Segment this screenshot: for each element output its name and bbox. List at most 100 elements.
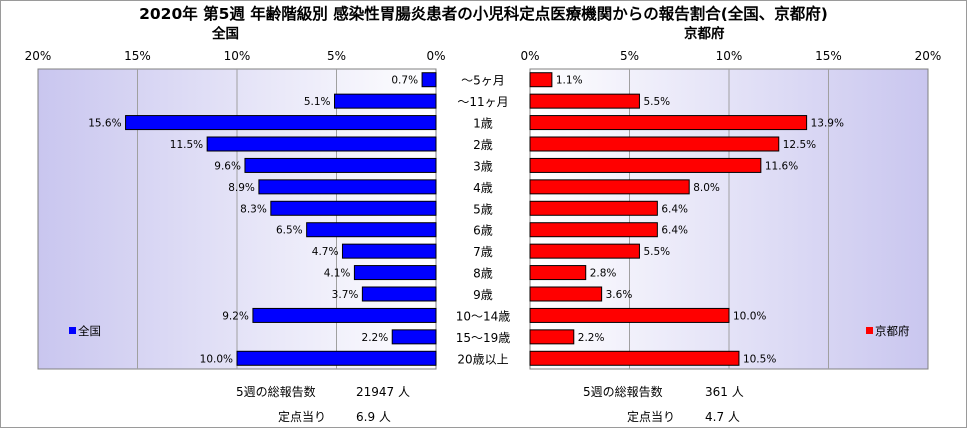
right-bar [529, 93, 640, 109]
left-bar [236, 350, 437, 366]
left-bar [341, 243, 437, 259]
right-bar [529, 179, 690, 195]
right-bar [529, 350, 740, 366]
right-bar [529, 200, 658, 216]
right-per-site-unit: 人 [727, 410, 740, 424]
left-bar [125, 115, 437, 131]
category-label: ～5ヶ月 [461, 74, 505, 88]
category-label: 9歳 [473, 288, 493, 302]
left-data-label: 4.1% [324, 268, 351, 280]
right-legend-label: 京都府 [875, 324, 910, 338]
right-data-label: 10.5% [743, 353, 776, 365]
right-per-site-value: 4.7 [705, 410, 725, 424]
left-data-label: 9.6% [214, 160, 241, 172]
left-tick-label: 20% [25, 49, 52, 63]
right-bar [529, 265, 587, 281]
left-bar [244, 157, 437, 173]
left-bar [258, 179, 437, 195]
category-label: 4歳 [473, 181, 493, 195]
left-bar [421, 72, 437, 88]
right-total-unit: 人 [731, 385, 744, 399]
left-bar [306, 222, 437, 238]
left-data-label: 2.2% [362, 332, 389, 344]
right-tick-label: 15% [815, 49, 842, 63]
right-bar [529, 115, 808, 131]
category-label: 5歳 [473, 202, 493, 216]
right-bar [529, 72, 553, 88]
right-bar [529, 222, 658, 238]
right-tick-label: 0% [520, 49, 539, 63]
right-data-label: 13.9% [811, 118, 844, 130]
left-tick-label: 10% [224, 49, 251, 63]
right-data-label: 11.6% [765, 160, 798, 172]
left-total-value: 21947 [356, 385, 395, 399]
category-label: 2歳 [473, 138, 493, 152]
chart-title: 2020年 第5週 年齢階級別 感染性胃腸炎患者の小児科定点医療機関からの報告割… [139, 5, 828, 23]
category-label: 15～19歳 [456, 331, 511, 345]
right-data-label: 6.4% [661, 225, 688, 237]
category-label: 7歳 [473, 245, 493, 259]
right-bar [529, 243, 640, 259]
left-legend-label: 全国 [78, 324, 101, 338]
left-data-label: 11.5% [170, 139, 203, 151]
right-data-label: 2.2% [578, 332, 605, 344]
left-bar [391, 329, 437, 345]
category-label: 8歳 [473, 267, 493, 281]
right-per-site-label: 定点当り [627, 410, 676, 424]
category-label: 20歳以上 [457, 352, 508, 366]
category-label: 3歳 [473, 159, 493, 173]
left-data-label: 15.6% [88, 118, 121, 130]
right-data-label: 2.8% [590, 268, 617, 280]
left-data-label: 8.3% [240, 203, 267, 215]
left-data-label: 9.2% [222, 310, 249, 322]
left-total-unit: 人 [398, 385, 411, 399]
left-data-label: 8.9% [228, 182, 255, 194]
right-legend-swatch [866, 327, 873, 334]
category-label: 1歳 [473, 117, 493, 131]
left-data-label: 10.0% [200, 353, 233, 365]
left-data-label: 0.7% [391, 75, 418, 87]
right-tick-label: 10% [716, 49, 743, 63]
left-data-label: 3.7% [332, 289, 359, 301]
left-panel-title: 全国 [212, 26, 239, 42]
left-bar [206, 136, 437, 152]
right-bar [529, 307, 730, 323]
right-data-label: 8.0% [693, 182, 720, 194]
left-per-site-unit: 人 [378, 410, 391, 424]
right-bar [529, 286, 603, 302]
right-data-label: 5.5% [643, 96, 670, 108]
right-total-value: 361 [705, 385, 728, 399]
left-total-label: 5週の総報告数 [236, 385, 316, 399]
left-data-label: 5.1% [304, 96, 331, 108]
right-data-label: 1.1% [556, 75, 583, 87]
right-data-label: 3.6% [606, 289, 633, 301]
left-data-label: 4.7% [312, 246, 339, 258]
right-bar [529, 157, 762, 173]
right-total-label: 5週の総報告数 [583, 385, 663, 399]
left-per-site-label: 定点当り [278, 410, 327, 424]
right-data-label: 5.5% [643, 246, 670, 258]
right-data-label: 12.5% [783, 139, 816, 151]
left-bar [334, 93, 437, 109]
right-tick-label: 20% [915, 49, 942, 63]
right-tick-label: 5% [620, 49, 639, 63]
left-per-site-value: 6.9 [356, 410, 376, 424]
left-tick-label: 5% [327, 49, 346, 63]
left-bar [270, 200, 437, 216]
left-data-label: 6.5% [276, 225, 303, 237]
right-data-label: 10.0% [733, 310, 766, 322]
right-data-label: 6.4% [661, 203, 688, 215]
right-panel-title: 京都府 [684, 26, 725, 42]
left-bar [252, 307, 437, 323]
right-bar [529, 136, 780, 152]
category-label: 10～14歳 [456, 309, 511, 323]
left-tick-label: 0% [426, 49, 445, 63]
category-label: 6歳 [473, 224, 493, 238]
right-bar [529, 329, 575, 345]
left-tick-label: 15% [124, 49, 151, 63]
left-legend-swatch [69, 327, 76, 334]
left-bar [353, 265, 437, 281]
category-label: ～11ヶ月 [457, 95, 508, 109]
left-bar [361, 286, 437, 302]
